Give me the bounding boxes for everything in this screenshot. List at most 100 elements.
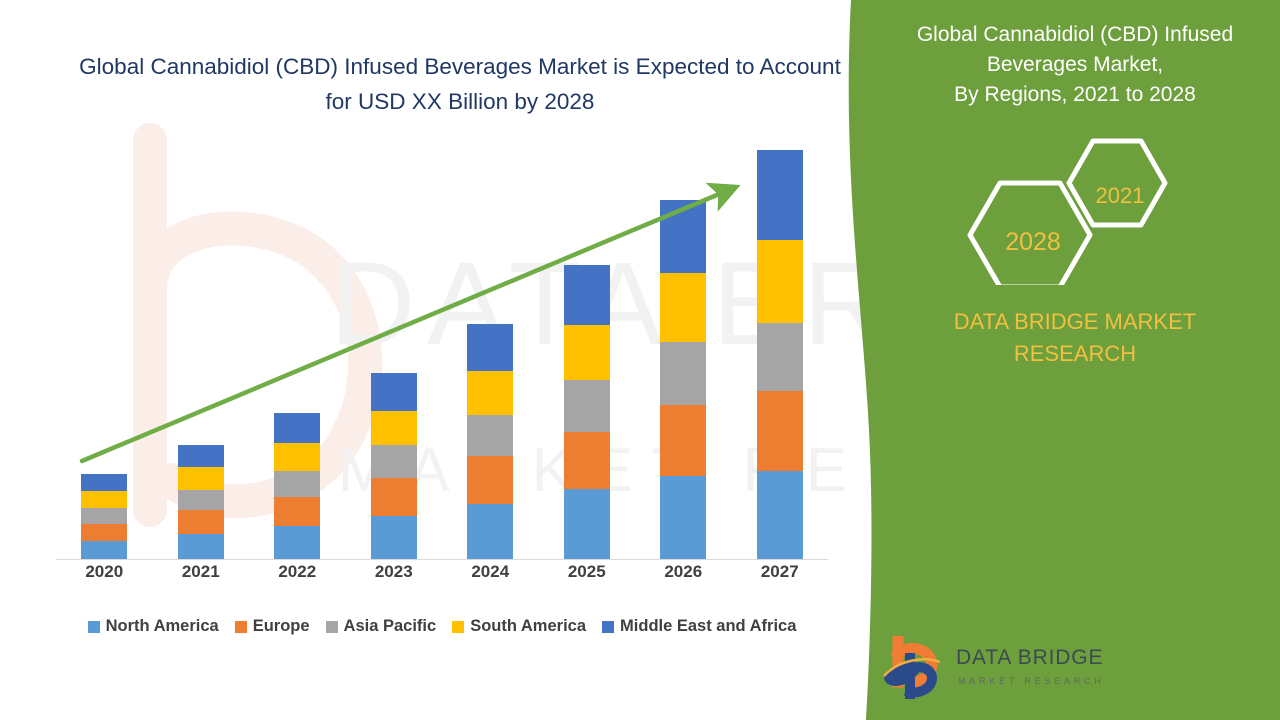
bar-segment xyxy=(563,324,610,380)
panel-title-line3: By Regions, 2021 to 2028 xyxy=(954,82,1196,106)
bar-segment xyxy=(756,150,803,241)
bar-segment xyxy=(756,470,803,559)
stacked-bar[interactable] xyxy=(467,323,514,559)
x-axis-labels: 2020 2021 2022 2023 2024 2025 2026 2027 xyxy=(56,562,828,582)
bar-slot xyxy=(539,150,636,559)
bar-slot xyxy=(56,150,153,559)
stacked-bar[interactable] xyxy=(81,474,128,559)
legend-item[interactable]: Middle East and Africa xyxy=(602,617,796,636)
bar-segment xyxy=(370,410,417,446)
legend-swatch-icon xyxy=(452,620,465,633)
x-axis-tick-2022: 2022 xyxy=(278,562,317,581)
bar-segment xyxy=(274,413,321,444)
bar-segment xyxy=(81,523,128,542)
hexagon-label-2028: 2028 xyxy=(1005,228,1061,256)
hexagon-label-2021: 2021 xyxy=(1095,183,1145,208)
bar-segment xyxy=(370,373,417,411)
stacked-bar[interactable] xyxy=(563,264,610,559)
stacked-bar[interactable] xyxy=(177,445,224,559)
x-axis-tick-2025: 2025 xyxy=(567,562,606,581)
stacked-bar[interactable] xyxy=(660,199,707,559)
panel-title-line2: Beverages Market, xyxy=(986,52,1164,76)
x-axis-tick-2026: 2026 xyxy=(664,562,703,581)
logo-name: DATA BRIDGE xyxy=(956,646,1104,669)
legend-label: North America xyxy=(105,617,219,635)
bar-segment xyxy=(274,497,321,526)
stacked-bar[interactable] xyxy=(756,150,803,559)
bar-segment xyxy=(756,240,803,324)
bar-segment xyxy=(467,415,514,457)
bar-segment xyxy=(370,445,417,479)
x-axis-tick-2023: 2023 xyxy=(374,562,413,581)
x-axis-tick-2020: 2020 xyxy=(85,562,124,581)
bar-segment xyxy=(274,525,321,559)
bar-segment xyxy=(756,323,803,392)
bar-slot xyxy=(635,150,732,559)
legend-label: Asia Pacific xyxy=(343,617,437,635)
bar-segment xyxy=(660,475,707,559)
bar-segment xyxy=(81,474,128,491)
legend-item[interactable]: South America xyxy=(452,617,586,636)
bar-segment xyxy=(467,371,514,416)
hexagon-outlines-icon xyxy=(967,138,1168,290)
legend-swatch-icon xyxy=(325,620,338,633)
b-mark-icon xyxy=(883,634,941,699)
bar-segment xyxy=(177,533,224,559)
legend-item[interactable]: North America xyxy=(87,617,219,636)
bar-slot xyxy=(732,150,829,559)
panel-brand-line1: DATA BRIDGE MARKET xyxy=(953,309,1197,334)
bar-slot xyxy=(153,150,250,559)
legend-label: Europe xyxy=(252,617,310,635)
stacked-bar[interactable] xyxy=(370,373,417,559)
chart-legend: North America Europe Asia Pacific South Ame… xyxy=(56,617,828,636)
panel-brand-line2: RESEARCH xyxy=(1013,340,1137,366)
bar-segment xyxy=(660,405,707,476)
bar-segment xyxy=(467,323,514,372)
bar-segment xyxy=(177,467,224,490)
stacked-bar-group xyxy=(56,150,828,559)
legend-label: Middle East and Africa xyxy=(620,617,797,635)
bar-segment xyxy=(81,490,128,509)
bar-segment xyxy=(756,391,803,471)
bar-segment xyxy=(660,272,707,343)
legend-item[interactable]: Asia Pacific xyxy=(325,617,437,636)
bar-segment xyxy=(177,489,224,511)
logo-tagline: MARKET RESEARCH xyxy=(958,676,1105,686)
stacked-bar[interactable] xyxy=(274,413,321,559)
bar-slot xyxy=(346,150,443,559)
legend-label: South America xyxy=(470,617,587,635)
panel-content: Global Cannabidiol (CBD) Infused Beverag… xyxy=(870,0,1280,720)
x-axis-tick-2027: 2027 xyxy=(760,562,799,581)
panel-title-line1: Global Cannabidiol (CBD) Infused xyxy=(916,23,1234,46)
page-title: Global Cannabidiol (CBD) Infused Beverag… xyxy=(79,54,841,114)
legend-swatch-icon xyxy=(87,620,100,633)
bar-segment xyxy=(274,470,321,498)
bar-segment xyxy=(177,445,224,468)
legend-item[interactable]: Europe xyxy=(234,617,310,636)
bar-segment xyxy=(370,516,417,559)
bar-segment xyxy=(81,541,128,559)
x-axis-line xyxy=(56,559,828,560)
bar-segment xyxy=(467,456,514,504)
bar-segment xyxy=(177,510,224,534)
bar-segment xyxy=(274,443,321,471)
bar-segment xyxy=(563,379,610,432)
x-axis-tick-2024: 2024 xyxy=(471,562,510,581)
bar-segment xyxy=(660,199,707,273)
bar-segment xyxy=(81,508,128,524)
bar-segment xyxy=(660,342,707,406)
panel-brand: DATA BRIDGE MARKET RESEARCH xyxy=(878,306,1272,370)
chart-plot-area xyxy=(56,150,836,560)
bar-segment xyxy=(467,503,514,559)
data-bridge-logo: DATA BRIDGE MARKET RESEARCH xyxy=(880,634,1110,706)
bar-slot xyxy=(249,150,346,559)
bar-segment xyxy=(370,478,417,517)
hexagon-group: 2028 2021 xyxy=(960,135,1210,290)
legend-swatch-icon xyxy=(234,620,247,633)
bar-slot xyxy=(442,150,539,559)
bar-segment xyxy=(563,431,610,490)
legend-swatch-icon xyxy=(602,620,615,633)
x-axis-tick-2021: 2021 xyxy=(181,562,220,581)
